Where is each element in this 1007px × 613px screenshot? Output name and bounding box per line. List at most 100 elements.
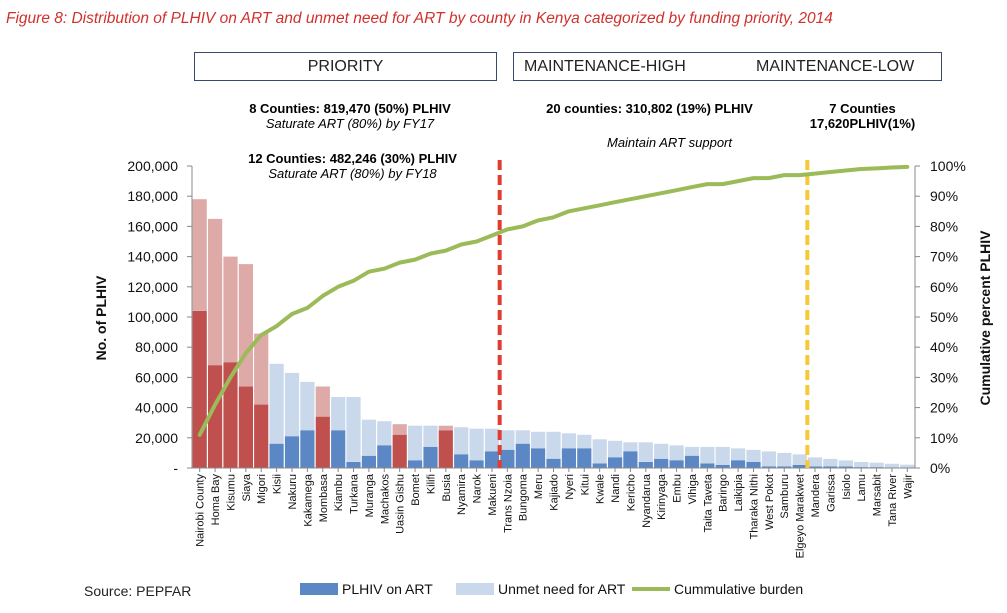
bar-on-art-19: [484, 451, 500, 468]
y-tick-label-1: 20,000: [135, 430, 178, 446]
bar-on-art-6: [284, 436, 300, 468]
x-tick-label-38: Samburu: [779, 474, 791, 519]
y2-tick-label-9: 90%: [930, 188, 958, 204]
y2-axis-title: Cumulative percent PLHIV: [977, 230, 993, 406]
y-tick-label-4: 80,000: [135, 339, 178, 355]
x-tick-label-21: Bungoma: [518, 473, 530, 521]
x-tick-label-22: Meru: [533, 474, 545, 499]
bar-unmet-11: [361, 419, 376, 456]
bar-on-art-2: [223, 362, 238, 468]
x-tick-label-43: Lamu: [856, 474, 868, 502]
x-tick-label-20: Trans Nzoia: [502, 473, 514, 533]
bar-unmet-7: [300, 381, 315, 431]
bar-on-art-17: [454, 454, 469, 468]
x-tick-label-18: Narok: [472, 474, 484, 504]
bar-unmet-14: [408, 425, 423, 461]
bar-unmet-33: [700, 446, 715, 464]
x-tick-label-11: Muranga: [364, 473, 376, 517]
x-tick-label-12: Machakos: [379, 474, 391, 525]
y-tick-label-7: 140,000: [127, 249, 178, 265]
legend-unmet-swatch: [456, 583, 494, 595]
bar-on-art-24: [561, 448, 576, 468]
legend-unmet: Unmet need for ART: [456, 580, 625, 598]
bar-unmet-13: [392, 424, 407, 435]
legend-cumulative-swatch: [632, 587, 670, 591]
bar-unmet-28: [623, 442, 638, 452]
source-note: Source: PEPFAR: [84, 583, 192, 599]
y2-tick-label-4: 40%: [930, 339, 958, 355]
x-tick-label-37: West Pokot: [764, 474, 776, 530]
x-tick-label-13: Uasin Gishu: [395, 474, 407, 534]
bar-on-art-14: [408, 460, 423, 468]
x-tick-label-42: Isiolo: [841, 474, 853, 500]
bar-on-art-1: [208, 365, 223, 468]
y-tick-label-10: 200,000: [127, 158, 178, 174]
x-tick-label-14: Bomet: [410, 474, 422, 506]
bar-unmet-9: [331, 397, 346, 431]
x-tick-label-0: Nairobi County: [195, 474, 207, 547]
bar-unmet-12: [377, 421, 392, 446]
x-tick-label-27: Nandi: [610, 474, 622, 503]
y-tick-label-6: 120,000: [127, 279, 178, 295]
bar-unmet-37: [761, 451, 776, 467]
bar-unmet-6: [284, 372, 300, 437]
x-tick-label-8: Mombasa: [318, 473, 330, 522]
y-axis-title: No. of PLHIV: [93, 275, 109, 360]
bar-unmet-44: [869, 462, 884, 468]
bar-on-art-18: [469, 460, 484, 468]
group1-target: Saturate ART (80%) by FY17: [265, 116, 435, 131]
y2-tick-label-7: 70%: [930, 249, 958, 265]
bar-on-art-20: [500, 449, 515, 468]
bar-unmet-30: [654, 443, 669, 459]
bar-unmet-31: [669, 445, 684, 461]
bar-unmet-2: [223, 256, 238, 363]
x-tick-label-34: Baringo: [718, 474, 730, 512]
bar-unmet-20: [500, 430, 515, 450]
bar-on-art-32: [684, 455, 700, 468]
bar-unmet-38: [777, 452, 792, 467]
bar-on-art-36: [746, 462, 761, 468]
bar-on-art-38: [777, 466, 792, 468]
group2-annotation: 12 Counties: 482,246 (30%) PLHIV Saturat…: [220, 151, 485, 181]
bar-on-art-37: [761, 466, 776, 468]
group1-annotation: 8 Counties: 819,470 (50%) PLHIV Saturate…: [225, 101, 475, 131]
bar-unmet-1: [208, 218, 223, 366]
maintenance-high-label: MAINTENANCE-HIGH: [524, 58, 686, 75]
x-tick-label-39: Elgeyo Marakwet: [795, 474, 807, 558]
bar-on-art-40: [807, 466, 823, 468]
bar-on-art-28: [623, 451, 638, 468]
priority-header-box: PRIORITY: [194, 52, 497, 81]
x-tick-label-6: Nakuru: [287, 474, 299, 509]
y2-tick-label-1: 10%: [930, 430, 958, 446]
bar-on-art-25: [577, 448, 592, 468]
bar-on-art-33: [700, 463, 715, 468]
bar-unmet-10: [346, 397, 361, 462]
y-tick-label-5: 100,000: [127, 309, 178, 325]
bar-unmet-26: [592, 439, 607, 464]
bar-on-art-8: [315, 416, 330, 468]
y-tick-label-8: 160,000: [127, 218, 178, 234]
x-tick-label-23: Kajiado: [549, 474, 561, 511]
x-tick-label-31: Embu: [672, 474, 684, 503]
x-tick-label-17: Nyamira: [456, 473, 468, 515]
group3-annotation: 20 counties: 310,802 (19%) PLHIV Maintai…: [512, 101, 787, 150]
x-tick-label-35: Laikipia: [733, 473, 745, 511]
bar-unmet-8: [315, 386, 330, 417]
bar-unmet-17: [454, 427, 469, 455]
bar-on-art-34: [715, 465, 730, 468]
group4-count: 7 Counties: [829, 101, 896, 116]
bar-on-art-22: [531, 448, 546, 468]
x-tick-label-7: Kakamega: [302, 473, 314, 526]
group2-count: 12 Counties: 482,246 (30%) PLHIV: [248, 151, 457, 166]
y2-tick-label-3: 30%: [930, 369, 958, 385]
x-tick-label-36: Tharaka Nithi: [749, 474, 761, 539]
bar-unmet-18: [469, 428, 484, 461]
bar-unmet-19: [484, 428, 500, 452]
bar-unmet-4: [254, 333, 269, 405]
bar-on-art-5: [269, 443, 284, 468]
bar-unmet-36: [746, 449, 761, 462]
x-tick-label-1: Homa Bay: [210, 474, 222, 526]
y-tick-label-2: 40,000: [135, 400, 178, 416]
bar-unmet-16: [438, 425, 453, 431]
